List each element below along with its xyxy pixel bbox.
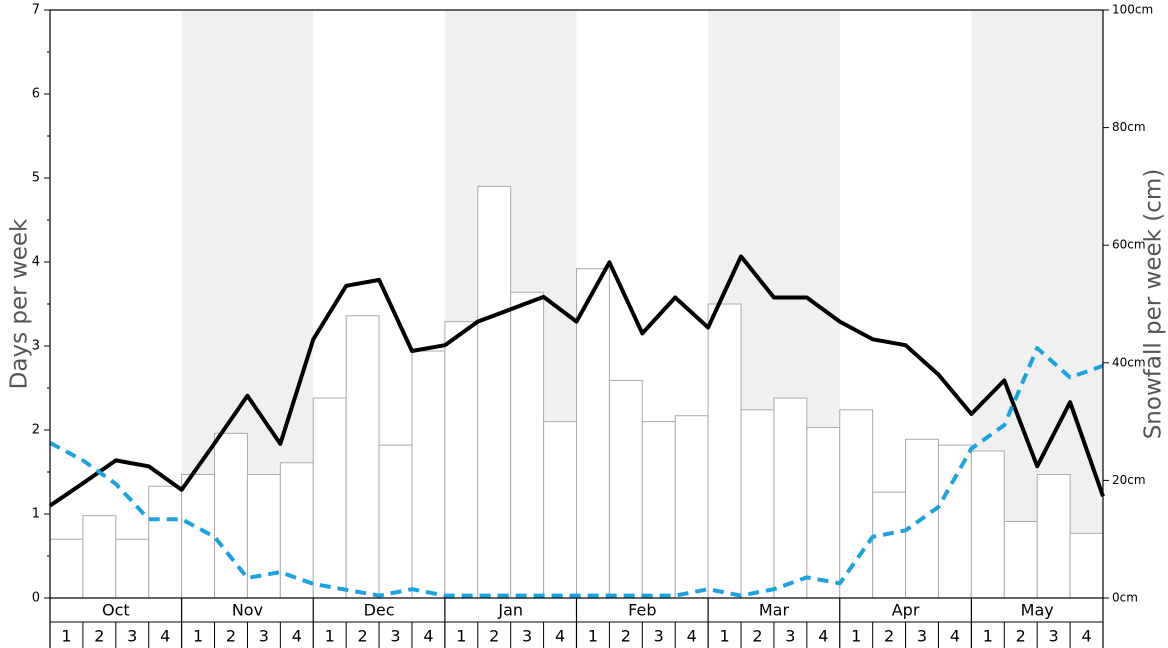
week-label: 3 xyxy=(917,627,927,646)
bar-week-20 xyxy=(674,415,709,599)
week-label: 1 xyxy=(456,627,466,646)
week-label: 4 xyxy=(292,627,302,646)
bar-week-1 xyxy=(49,538,84,599)
week-label: 1 xyxy=(193,627,203,646)
bar-week-17 xyxy=(576,268,610,599)
bar-week-26 xyxy=(872,491,907,599)
dashed-snow-line xyxy=(49,346,1104,598)
bar-week-25 xyxy=(839,409,874,599)
week-label: 4 xyxy=(687,627,697,646)
left-tick-label: 0 xyxy=(32,591,40,606)
week-label: 1 xyxy=(851,627,861,646)
month-label-may: May xyxy=(1021,601,1054,620)
week-label: 2 xyxy=(226,627,236,646)
bar-week-8 xyxy=(279,462,314,599)
week-label: 4 xyxy=(423,627,433,646)
bar-week-31 xyxy=(1036,474,1071,599)
month-label-jan: Jan xyxy=(497,601,523,620)
right-tick-label: 40cm xyxy=(1112,355,1146,369)
week-label: 2 xyxy=(621,627,631,646)
week-label: 3 xyxy=(390,627,400,646)
bar-week-13 xyxy=(444,321,479,599)
bar-week-19 xyxy=(641,421,676,599)
week-label: 1 xyxy=(61,627,71,646)
bar-week-29 xyxy=(970,450,1005,599)
right-tick-label: 0cm xyxy=(1112,591,1138,605)
bar-week-12 xyxy=(411,350,446,599)
month-label-apr: Apr xyxy=(892,601,920,620)
bar-week-22 xyxy=(740,409,775,599)
right-tick-label: 100cm xyxy=(1112,3,1153,17)
bar-week-10 xyxy=(345,315,380,599)
bar-week-4 xyxy=(148,485,183,599)
week-label: 1 xyxy=(719,627,729,646)
week-label: 3 xyxy=(785,627,795,646)
bar-week-24 xyxy=(806,426,841,599)
week-label: 2 xyxy=(94,627,104,646)
bar-week-15 xyxy=(510,291,545,599)
week-label: 3 xyxy=(127,627,137,646)
left-tick-label: 6 xyxy=(32,87,40,102)
bar-week-18 xyxy=(608,379,643,599)
left-tick-label: 5 xyxy=(32,171,40,186)
bar-week-30 xyxy=(1003,521,1038,599)
snowfall-line xyxy=(48,254,1105,508)
left-tick-label: 1 xyxy=(32,507,40,522)
week-label: 4 xyxy=(950,627,960,646)
week-label: 1 xyxy=(983,627,993,646)
month-label-feb: Feb xyxy=(628,601,656,620)
bar-week-11 xyxy=(378,444,413,599)
week-label: 4 xyxy=(555,627,565,646)
month-label-mar: Mar xyxy=(759,601,790,620)
right-tick-label: 80cm xyxy=(1112,120,1146,134)
month-label-dec: Dec xyxy=(364,601,395,620)
bar-week-28 xyxy=(937,444,972,599)
month-label-oct: Oct xyxy=(102,601,130,620)
right-axis: 0cm 20cm 40cm 60cm 80cm 100cm xyxy=(1103,3,1153,605)
week-label: 1 xyxy=(325,627,335,646)
left-tick-label: 2 xyxy=(32,423,40,438)
week-label: 3 xyxy=(654,627,664,646)
week-label: 3 xyxy=(1049,627,1059,646)
bar-week-2 xyxy=(82,515,117,599)
week-label: 2 xyxy=(752,627,762,646)
right-tick-label: 60cm xyxy=(1112,238,1146,252)
bar-week-3 xyxy=(115,538,150,599)
bar-week-9 xyxy=(312,397,347,599)
left-axis: 0 1 2 3 4 5 6 7 xyxy=(32,3,50,606)
week-label: 1 xyxy=(588,627,598,646)
days-per-week-bars xyxy=(49,185,1104,599)
bar-week-5 xyxy=(181,474,216,599)
week-label: 2 xyxy=(1016,627,1026,646)
week-label: 4 xyxy=(160,627,170,646)
right-axis-title: Snowfall per week (cm) xyxy=(1141,169,1167,440)
month-label-nov: Nov xyxy=(232,601,263,620)
month-axis: Oct 1 2 3 4 Nov 1 2 3 4 Dec 1 2 3 4 Jan 1 2 3 4 Feb 1 2 3 4 Mar 1 2… xyxy=(49,598,1104,648)
week-label: 2 xyxy=(489,627,499,646)
bar-week-21 xyxy=(707,303,742,599)
left-axis-title: Days per week xyxy=(7,218,33,389)
bar-week-23 xyxy=(773,397,808,599)
week-label: 4 xyxy=(818,627,828,646)
week-label: 3 xyxy=(522,627,532,646)
bar-week-14 xyxy=(477,185,512,599)
week-label: 3 xyxy=(259,627,269,646)
week-label: 2 xyxy=(358,627,368,646)
week-label: 4 xyxy=(1081,627,1091,646)
bar-week-32 xyxy=(1069,532,1104,599)
left-tick-label: 7 xyxy=(32,3,40,18)
left-tick-label: 3 xyxy=(32,339,40,354)
left-tick-label: 4 xyxy=(32,255,40,270)
bar-week-7 xyxy=(246,474,281,599)
right-tick-label: 20cm xyxy=(1112,473,1146,487)
snowfall-lines xyxy=(48,254,1105,598)
bar-week-16 xyxy=(543,421,577,599)
week-label: 2 xyxy=(884,627,894,646)
